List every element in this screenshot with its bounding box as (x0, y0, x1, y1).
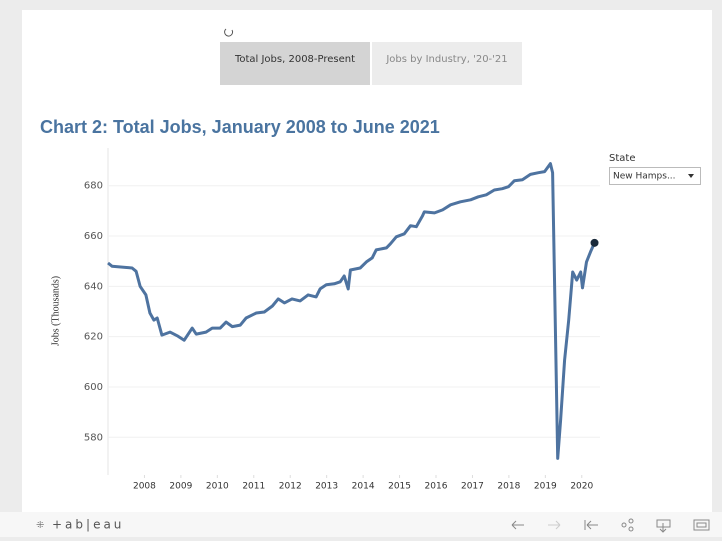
y-tick-label: 660 (84, 231, 103, 242)
x-tick-label: 2008 (133, 482, 156, 492)
x-tick-label: 2012 (279, 482, 302, 492)
x-tick-label: 2011 (242, 482, 265, 492)
x-tick-label: 2019 (534, 482, 557, 492)
x-tick-label: 2020 (570, 482, 593, 492)
x-tick-label: 2018 (497, 482, 520, 492)
filter-label: State (609, 153, 635, 164)
x-tick-label: 2017 (461, 482, 484, 492)
logo-mark: ⁜ (36, 520, 44, 531)
tab-active[interactable] (220, 42, 370, 85)
tab[interactable] (372, 42, 522, 85)
y-tick-label: 640 (84, 281, 103, 292)
revert-icon[interactable] (584, 520, 598, 530)
toolbar (0, 512, 722, 537)
x-tick-label: 2009 (169, 482, 192, 492)
x-tick-label: 2016 (425, 482, 448, 492)
filter-value: New Hamps... (613, 172, 676, 182)
y-axis-title: Jobs (Thousands) (50, 276, 61, 346)
share-icon[interactable] (621, 522, 627, 528)
tab-label: Total Jobs, 2008-Present (234, 54, 355, 65)
y-tick-label: 680 (84, 181, 103, 192)
line (107, 162, 596, 460)
end-point (590, 238, 599, 247)
refresh-icon[interactable] (224, 28, 234, 37)
filter-dropdown[interactable] (609, 167, 701, 185)
x-tick-label: 2013 (315, 482, 338, 492)
chart-title: Chart 2: Total Jobs, January 2008 to Jun… (40, 117, 440, 137)
y-tick-label: 580 (84, 432, 103, 443)
redo-icon[interactable] (548, 520, 561, 530)
download-icon[interactable] (656, 519, 671, 533)
x-tick-label: 2010 (206, 482, 229, 492)
x-tick-label: 2014 (352, 482, 375, 492)
undo-icon[interactable] (511, 520, 524, 530)
tab-label: Jobs by Industry, '20-'21 (385, 54, 507, 65)
dropdown-arrow (688, 174, 694, 178)
y-tick-label: 600 (84, 382, 103, 393)
y-tick-label: 620 (84, 332, 103, 343)
x-tick-label: 2015 (388, 482, 411, 492)
toolbar-icons (511, 518, 710, 533)
fullscreen-icon[interactable] (693, 519, 710, 531)
tableau-logo[interactable]: +ab|eau (52, 518, 124, 532)
